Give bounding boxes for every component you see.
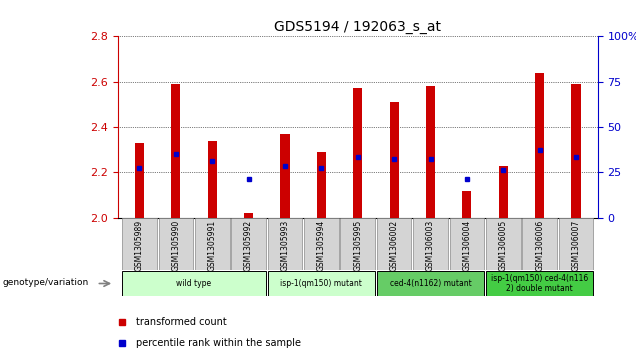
Text: transformed count: transformed count xyxy=(136,317,226,327)
Text: GSM1306007: GSM1306007 xyxy=(572,219,581,271)
Text: isp-1(qm150) mutant: isp-1(qm150) mutant xyxy=(280,279,363,288)
Bar xyxy=(122,218,156,270)
Text: GSM1306004: GSM1306004 xyxy=(462,219,471,271)
Text: GSM1305993: GSM1305993 xyxy=(280,219,289,271)
Bar xyxy=(535,73,544,218)
Bar xyxy=(572,84,581,218)
Text: GSM1305991: GSM1305991 xyxy=(208,219,217,270)
Bar xyxy=(353,89,363,218)
Bar xyxy=(135,143,144,218)
Bar xyxy=(390,102,399,218)
Bar xyxy=(268,218,302,270)
Bar xyxy=(413,218,448,270)
Bar xyxy=(280,134,289,218)
Bar xyxy=(122,271,266,296)
Bar xyxy=(486,218,520,270)
Bar xyxy=(195,218,230,270)
Text: GSM1305994: GSM1305994 xyxy=(317,219,326,271)
Bar xyxy=(377,271,484,296)
Bar xyxy=(499,166,508,218)
Text: GSM1306005: GSM1306005 xyxy=(499,219,508,271)
Bar xyxy=(304,218,338,270)
Bar xyxy=(450,218,484,270)
Text: GSM1305992: GSM1305992 xyxy=(244,219,253,270)
Bar xyxy=(244,213,253,218)
Bar xyxy=(208,140,217,218)
Bar xyxy=(377,218,411,270)
Bar xyxy=(559,218,593,270)
Bar xyxy=(317,152,326,218)
Title: GDS5194 / 192063_s_at: GDS5194 / 192063_s_at xyxy=(274,20,441,34)
Text: GSM1305989: GSM1305989 xyxy=(135,219,144,270)
Text: GSM1306006: GSM1306006 xyxy=(535,219,544,271)
Bar xyxy=(522,218,557,270)
Bar xyxy=(426,86,435,218)
Bar xyxy=(158,218,193,270)
Text: GSM1305995: GSM1305995 xyxy=(353,219,363,271)
Bar xyxy=(486,271,593,296)
Text: ced-4(n1162) mutant: ced-4(n1162) mutant xyxy=(390,279,471,288)
Bar xyxy=(171,84,181,218)
Bar xyxy=(340,218,375,270)
Text: GSM1306003: GSM1306003 xyxy=(426,219,435,271)
Text: isp-1(qm150) ced-4(n116
2) double mutant: isp-1(qm150) ced-4(n116 2) double mutant xyxy=(491,274,588,293)
Text: genotype/variation: genotype/variation xyxy=(3,278,88,287)
Text: percentile rank within the sample: percentile rank within the sample xyxy=(136,338,301,347)
Text: wild type: wild type xyxy=(176,279,212,288)
Text: GSM1306002: GSM1306002 xyxy=(390,219,399,270)
Bar xyxy=(232,218,266,270)
Bar xyxy=(462,191,471,218)
Bar xyxy=(268,271,375,296)
Text: GSM1305990: GSM1305990 xyxy=(171,219,181,271)
